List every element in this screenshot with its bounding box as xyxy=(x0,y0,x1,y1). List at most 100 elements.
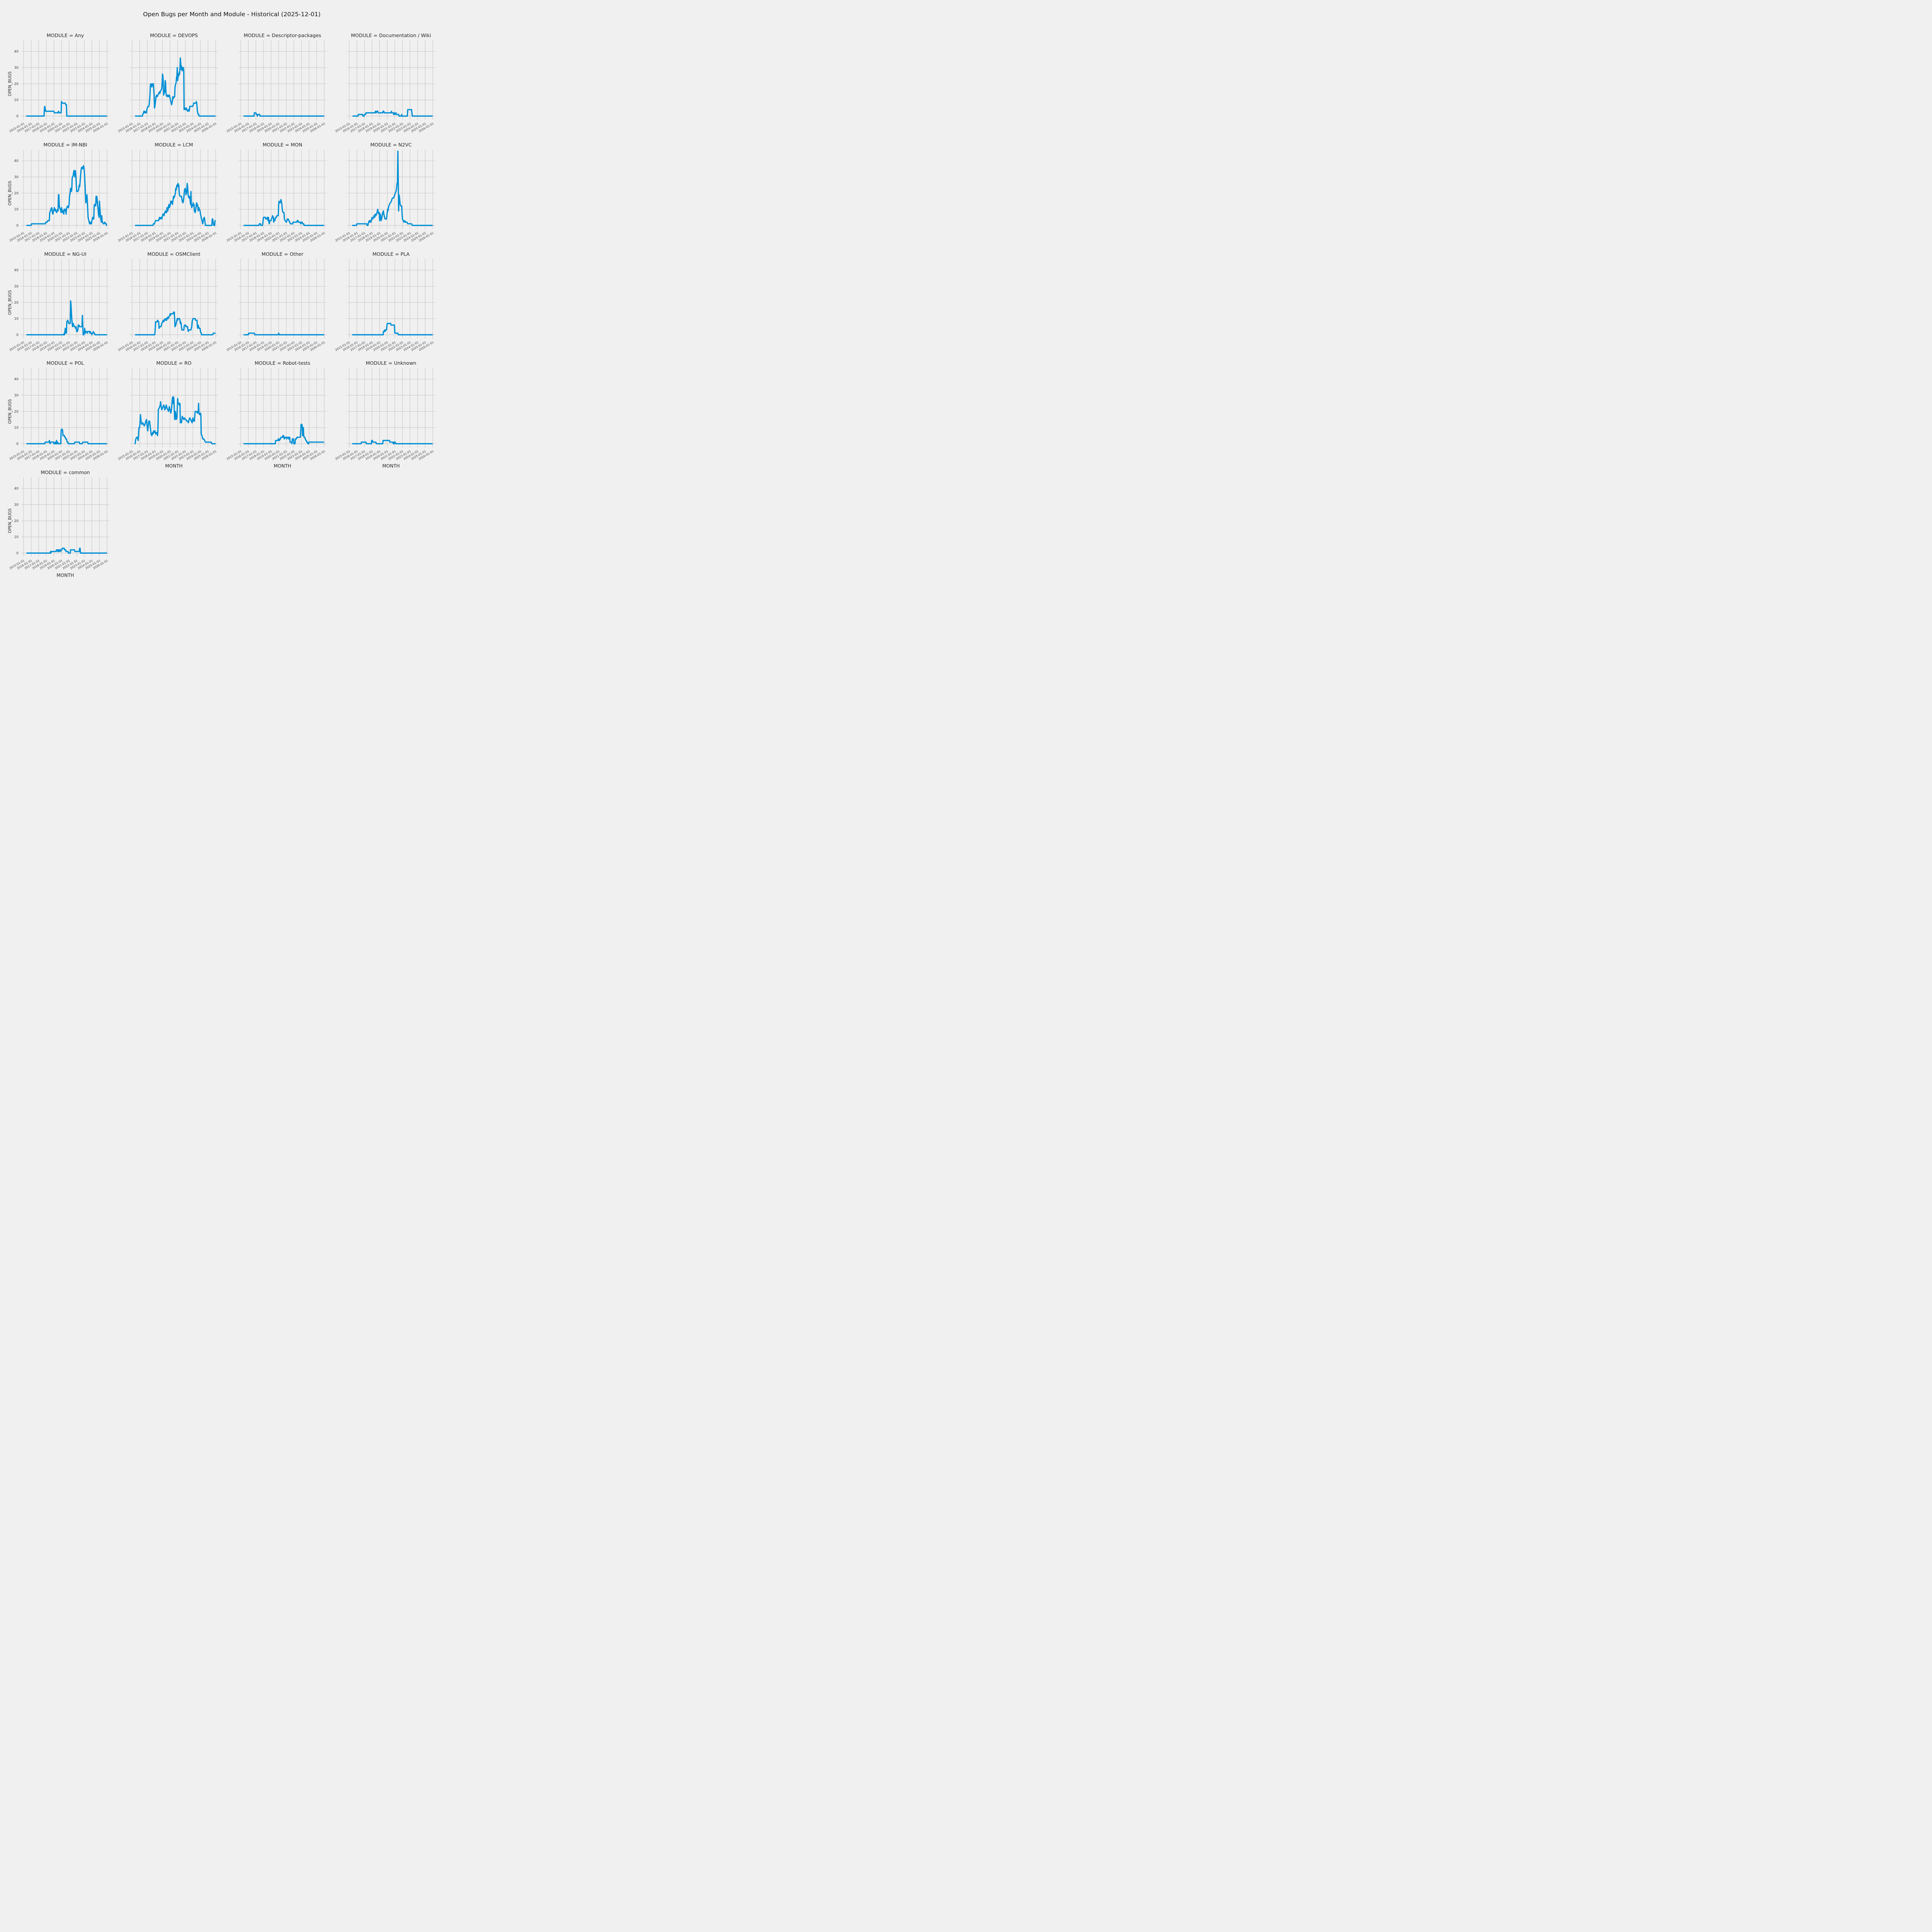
y-tick-label: 10 xyxy=(14,99,19,102)
y-tick-label: 30 xyxy=(14,66,19,70)
y-tick-label: 0 xyxy=(16,442,19,446)
subplot-descriptor-packages: MODULE = Descriptor-packages 2015-01-01 20… xyxy=(225,32,330,143)
subplot-title: MODULE = Any xyxy=(46,32,84,38)
open-bugs-line xyxy=(243,332,325,335)
y-axis-label: OPEN_BUGS xyxy=(8,290,12,315)
open-bugs-line xyxy=(26,101,107,117)
y-axis-label: OPEN_BUGS xyxy=(8,180,12,205)
y-tick-label: 30 xyxy=(14,394,19,398)
subplot-osmclient: MODULE = OSMClient 2015-01-01 2016-01-01 20… xyxy=(117,250,222,362)
open-bugs-line xyxy=(352,109,433,117)
open-bugs-line xyxy=(243,423,325,444)
subplot-pla: MODULE = PLA 2015-01-01 2016-01-01 2017-01-… xyxy=(334,250,439,362)
chart-canvas: 2015-01-012016-01-012017-01-012018-01-01… xyxy=(226,40,327,133)
subplot-title: MODULE = PLA xyxy=(372,251,410,257)
chart-canvas: 2015-01-012016-01-012017-01-012018-01-01… xyxy=(8,477,109,578)
chart-canvas: 2015-01-012016-01-012017-01-012018-01-01… xyxy=(335,259,435,352)
subplot-title: MODULE = Other xyxy=(261,251,304,257)
figure-title: Open Bugs per Month and Module - Histori… xyxy=(143,11,321,18)
y-tick-label: 10 xyxy=(14,317,19,321)
chart-canvas: 2015-01-012016-01-012017-01-012018-01-01… xyxy=(335,40,435,133)
subplot-ng-ui: MODULE = NG-UI 2015-01-01 2016-01-01 2017-0… xyxy=(8,250,113,362)
open-bugs-line xyxy=(135,311,216,335)
open-bugs-line xyxy=(243,112,325,117)
subplot-title: MODULE = LCM xyxy=(155,142,193,148)
subplot-documentation-wiki: MODULE = Documentation / Wiki 2015-01-01 2… xyxy=(334,32,439,143)
subplot-title: MODULE = common xyxy=(41,469,90,475)
open-bugs-line xyxy=(352,440,433,444)
subplot-title: MODULE = RO xyxy=(156,360,192,366)
open-bugs-line xyxy=(243,199,325,226)
y-tick-label: 10 xyxy=(14,208,19,212)
subplot-devops: MODULE = DEVOPS 2015-01-01 2016-01-01 2017-… xyxy=(117,32,222,143)
subplot-ro: MODULE = RO 2015-01-01 2016-01-01 2017-01-0… xyxy=(117,359,222,471)
subplot-n2vc: MODULE = N2VC 2015-01-01 2016-01-01 2017-01… xyxy=(334,141,439,252)
subplot-any: MODULE = Any 2015-01-01 2016-01-01 2017-01-… xyxy=(8,32,113,143)
y-tick-label: 30 xyxy=(14,175,19,179)
chart-canvas: 2015-01-012016-01-012017-01-012018-01-01… xyxy=(8,259,109,352)
subplot-other: MODULE = Other 2015-01-01 2016-01-01 2017-0… xyxy=(225,250,330,362)
y-tick-label: 40 xyxy=(14,269,19,272)
open-bugs-line xyxy=(26,548,107,554)
y-tick-label: 20 xyxy=(14,410,19,414)
y-axis-label: OPEN_BUGS xyxy=(8,399,12,423)
subplot-common: MODULE = common 2015-01-01 2016-01-01 2017-… xyxy=(8,469,113,580)
subplot-title: MODULE = IM-NBI xyxy=(43,142,87,148)
y-tick-label: 0 xyxy=(16,224,19,228)
y-tick-label: 40 xyxy=(14,159,19,163)
y-tick-label: 30 xyxy=(14,285,19,289)
chart-canvas: 2015-01-012016-01-012017-01-012018-01-01… xyxy=(117,150,218,243)
subplot-lcm: MODULE = LCM 2015-01-01 2016-01-01 2017-01-… xyxy=(117,141,222,252)
y-axis-label: OPEN_BUGS xyxy=(8,508,12,533)
subplot-title: MODULE = N2VC xyxy=(370,142,412,148)
y-tick-label: 30 xyxy=(14,503,19,507)
y-tick-label: 20 xyxy=(14,192,19,196)
x-axis-label: MONTH xyxy=(382,463,400,469)
subplot-title: MODULE = MON xyxy=(262,142,303,148)
x-axis-label: MONTH xyxy=(165,463,182,469)
y-tick-label: 20 xyxy=(14,519,19,523)
chart-canvas: 2015-01-012016-01-012017-01-012018-01-01… xyxy=(335,368,435,469)
open-bugs-line xyxy=(135,57,216,117)
y-tick-label: 20 xyxy=(14,301,19,305)
chart-canvas: 2015-01-012016-01-012017-01-012018-01-01… xyxy=(117,259,218,352)
y-tick-label: 40 xyxy=(14,378,19,381)
chart-canvas: 2015-01-012016-01-012017-01-012018-01-01… xyxy=(117,368,218,469)
subplot-title: MODULE = Documentation / Wiki xyxy=(351,32,431,38)
chart-canvas: 2015-01-012016-01-012017-01-012018-01-01… xyxy=(8,150,109,243)
subplot-title: MODULE = DEVOPS xyxy=(150,32,198,38)
subplot-robot-tests: MODULE = Robot-tests 2015-01-01 2016-01-01… xyxy=(225,359,330,471)
subplot-title: MODULE = Descriptor-packages xyxy=(243,32,321,38)
chart-canvas: 2015-01-012016-01-012017-01-012018-01-01… xyxy=(226,150,327,243)
chart-canvas: 2015-01-012016-01-012017-01-012018-01-01… xyxy=(117,40,218,133)
open-bugs-line xyxy=(135,183,216,226)
chart-canvas: 2015-01-012016-01-012017-01-012018-01-01… xyxy=(226,259,327,352)
x-axis-label: MONTH xyxy=(56,573,74,578)
open-bugs-line xyxy=(26,429,107,444)
subplot-mon: MODULE = MON 2015-01-01 2016-01-01 2017-01-… xyxy=(225,141,330,252)
open-bugs-line xyxy=(134,396,216,444)
open-bugs-line xyxy=(26,300,107,335)
subplot-title: MODULE = POL xyxy=(46,360,84,366)
y-axis-label: OPEN_BUGS xyxy=(8,71,12,96)
y-tick-label: 10 xyxy=(14,536,19,539)
y-tick-label: 0 xyxy=(16,114,19,118)
subplot-title: MODULE = Unknown xyxy=(366,360,417,366)
y-tick-label: 0 xyxy=(16,333,19,337)
y-tick-label: 20 xyxy=(14,82,19,86)
chart-canvas: 2015-01-012016-01-012017-01-012018-01-01… xyxy=(226,368,327,469)
chart-canvas: 2015-01-012016-01-012017-01-012018-01-01… xyxy=(8,40,109,133)
subplot-unknown: MODULE = Unknown 2015-01-01 2016-01-01 2017… xyxy=(334,359,439,471)
subplot-pol: MODULE = POL 2015-01-01 2016-01-01 2017-01-… xyxy=(8,359,113,471)
chart-canvas: 2015-01-012016-01-012017-01-012018-01-01… xyxy=(335,150,435,243)
open-bugs-line xyxy=(352,150,433,226)
subplot-title: MODULE = NG-UI xyxy=(44,251,87,257)
open-bugs-line xyxy=(352,323,433,335)
y-tick-label: 10 xyxy=(14,426,19,430)
subplot-im-nbi: MODULE = IM-NBI 2015-01-01 2016-01-01 2017-… xyxy=(8,141,113,252)
y-tick-label: 0 xyxy=(16,551,19,555)
y-tick-label: 40 xyxy=(14,487,19,491)
subplot-title: MODULE = Robot-tests xyxy=(255,360,310,366)
x-axis-label: MONTH xyxy=(274,463,291,469)
open-bugs-line xyxy=(26,165,107,226)
